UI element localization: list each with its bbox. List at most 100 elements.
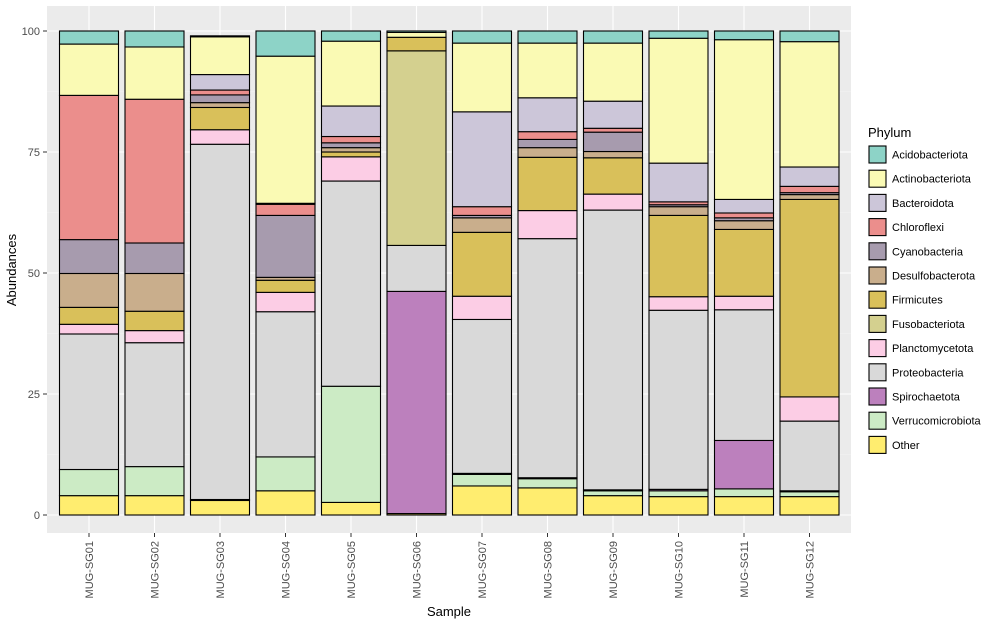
bars-layer — [58, 30, 840, 516]
bar-segment — [320, 135, 382, 144]
bar-segment — [779, 198, 840, 398]
legend-item: Verrucomicrobiota — [868, 411, 982, 430]
bar-segment — [124, 310, 185, 332]
bar-stack — [386, 30, 447, 516]
bar-segment — [58, 333, 120, 471]
bar-segment — [779, 185, 840, 194]
bar-segment — [58, 43, 120, 96]
x-tick-label: MUG-SG01 — [84, 541, 96, 598]
bar-segment — [779, 41, 840, 168]
bar-stack — [713, 30, 775, 516]
bar-segment — [58, 30, 120, 45]
legend-key — [868, 193, 887, 212]
bar-segment — [451, 30, 513, 44]
legend-item: Cyanobacteria — [868, 242, 964, 261]
bar-stack — [648, 30, 709, 516]
legend-key — [868, 145, 887, 164]
bar-segment — [320, 501, 382, 516]
legend-label: Fusobacteriota — [892, 319, 966, 331]
bar-segment — [779, 491, 840, 498]
bar-segment — [189, 36, 251, 76]
bar-segment — [124, 98, 185, 244]
legend-key — [868, 435, 887, 454]
bar-segment — [582, 30, 644, 44]
bar-segment — [320, 142, 382, 149]
y-tick-label: 0 — [34, 510, 40, 522]
bar-segment — [648, 496, 709, 516]
bar-segment — [451, 206, 513, 216]
bar-segment — [517, 147, 578, 158]
legend-item: Desulfobacterota — [868, 266, 976, 285]
bar-segment — [648, 30, 709, 39]
legend-item: Proteobacteria — [868, 363, 964, 382]
bar-segment — [582, 490, 644, 497]
bar-segment — [386, 244, 447, 292]
bar-segment — [779, 496, 840, 516]
bar-segment — [320, 40, 382, 107]
bar-stack — [320, 30, 382, 516]
y-tick-label: 100 — [22, 26, 40, 38]
legend-item: Other — [868, 435, 920, 454]
legend-key — [868, 218, 887, 237]
legend-key — [868, 242, 887, 261]
bar-segment — [386, 31, 447, 38]
x-tick-label: MUG-SG11 — [739, 541, 751, 598]
legend-item: Spirochaetota — [868, 387, 961, 406]
bar-segment — [779, 420, 840, 492]
bar-segment — [451, 318, 513, 474]
bar-segment — [58, 495, 120, 516]
bar-segment — [648, 309, 709, 490]
legend-label: Bacteroidota — [892, 198, 955, 210]
bar-segment — [517, 487, 578, 516]
x-tick-label: MUG-SG12 — [805, 541, 817, 598]
bar-segment — [58, 468, 120, 497]
bar-segment — [255, 214, 316, 278]
bar-segment — [779, 30, 840, 43]
bar-segment — [255, 30, 316, 57]
legend-key — [868, 411, 887, 430]
bar-segment — [713, 30, 775, 41]
legend: Phylum Acidobacteriota Actinobacteriota Ba… — [868, 125, 982, 454]
bar-segment — [58, 323, 120, 335]
bar-segment — [517, 156, 578, 212]
bar-stack — [779, 30, 840, 516]
bar-segment — [779, 166, 840, 187]
x-tick-label: MUG-SG08 — [543, 541, 555, 598]
bar-segment — [189, 102, 251, 109]
bar-segment — [648, 490, 709, 498]
legend-item: Firmicutes — [868, 290, 943, 309]
bar-segment — [386, 290, 447, 515]
bar-segment — [124, 30, 185, 48]
bar-segment — [451, 485, 513, 516]
bar-segment — [582, 131, 644, 153]
bar-segment — [451, 217, 513, 233]
bar-segment — [582, 495, 644, 516]
bar-segment — [517, 42, 578, 99]
bar-segment — [255, 203, 316, 216]
legend-label: Planctomycetota — [892, 343, 974, 355]
x-axis: MUG-SG01 MUG-SG02 MUG-SG03 MUG-SG04 MUG-SG05… — [84, 533, 817, 598]
bar-segment — [517, 238, 578, 479]
bar-stack — [189, 35, 251, 516]
bar-segment — [713, 309, 775, 442]
legend-label: Other — [892, 440, 920, 452]
bar-segment — [517, 210, 578, 240]
bar-segment — [189, 35, 251, 38]
bar-segment — [713, 198, 775, 214]
y-tick-label: 75 — [28, 147, 40, 159]
bar-segment — [124, 46, 185, 100]
bar-segment — [189, 106, 251, 131]
bar-segment — [517, 138, 578, 149]
legend-label: Desulfobacterota — [892, 271, 976, 283]
legend-title: Phylum — [868, 125, 911, 140]
x-tick-label: MUG-SG03 — [215, 541, 227, 598]
bar-segment — [648, 296, 709, 311]
legend-key — [868, 266, 887, 285]
y-axis: 0 25 50 75 100 — [22, 26, 47, 522]
bar-segment — [189, 129, 251, 145]
y-tick-label: 25 — [28, 389, 40, 401]
bar-segment — [124, 330, 185, 344]
bar-segment — [320, 30, 382, 42]
bar-segment — [582, 127, 644, 133]
